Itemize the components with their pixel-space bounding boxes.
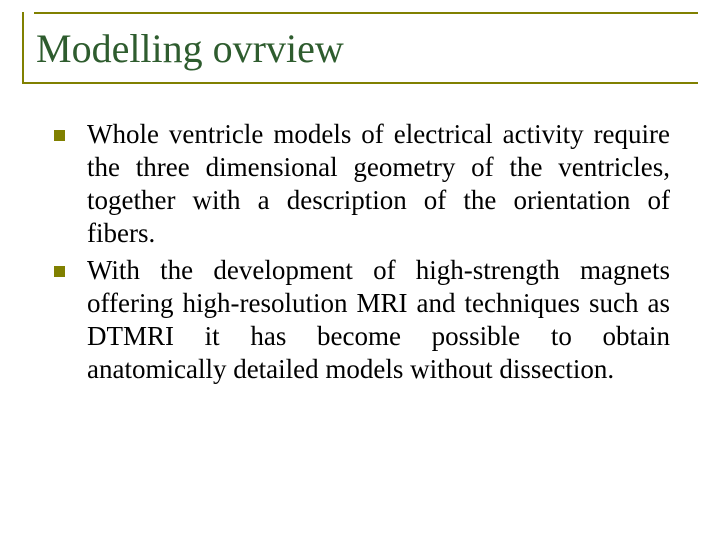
slide-body: Whole ventricle models of electrical act… (28, 118, 692, 386)
square-bullet-icon (54, 266, 65, 277)
slide-title: Modelling ovrview (36, 18, 698, 72)
slide: Modelling ovrview Whole ventricle models… (0, 0, 720, 540)
list-item: With the development of high-strength ma… (54, 254, 670, 386)
title-border: Modelling ovrview (22, 12, 698, 84)
bullet-text: With the development of high-strength ma… (87, 254, 670, 386)
list-item: Whole ventricle models of electrical act… (54, 118, 670, 250)
square-bullet-icon (54, 130, 65, 141)
bullet-text: Whole ventricle models of electrical act… (87, 118, 670, 250)
